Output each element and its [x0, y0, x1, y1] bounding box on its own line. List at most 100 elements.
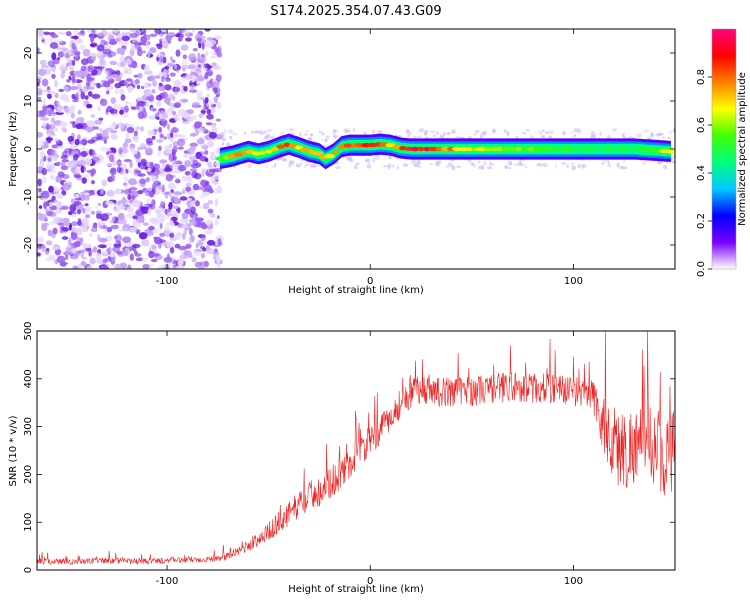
noise-speckle: [96, 66, 105, 70]
noise-speckle: [126, 127, 135, 134]
halo-speckle: [389, 164, 396, 168]
halo-speckle: [259, 131, 265, 135]
halo-speckle: [623, 135, 626, 139]
noise-speckle: [72, 35, 79, 40]
halo-speckle: [405, 128, 410, 134]
noise-speckle: [207, 200, 214, 205]
noise-speckle: [206, 109, 212, 115]
noise-speckle: [148, 191, 155, 198]
noise-speckle: [128, 178, 137, 186]
noise-speckle: [144, 82, 151, 89]
noise-speckle: [157, 266, 164, 269]
noise-speckle: [39, 150, 45, 159]
noise-speckle: [202, 247, 207, 252]
halo-speckle: [604, 159, 608, 162]
noise-speckle: [59, 72, 63, 76]
noise-speckle: [43, 201, 47, 209]
noise-speckle: [187, 237, 192, 244]
noise-speckle: [216, 215, 220, 219]
noise-speckle: [186, 147, 195, 155]
noise-speckle: [179, 196, 188, 201]
noise-speckle: [142, 222, 149, 226]
halo-speckle: [280, 132, 285, 135]
noise-speckle: [169, 233, 175, 239]
noise-speckle: [140, 158, 147, 166]
noise-speckle: [215, 168, 222, 173]
noise-speckle: [209, 223, 214, 228]
noise-speckle: [150, 171, 158, 176]
halo-speckle: [418, 128, 422, 133]
track-blob: [300, 147, 311, 153]
noise-speckle: [125, 58, 132, 65]
noise-speckle: [197, 186, 203, 191]
halo-speckle: [508, 167, 511, 170]
noise-speckle: [189, 220, 197, 226]
noise-speckle: [163, 136, 167, 140]
noise-speckle: [147, 208, 152, 216]
halo-speckle: [612, 128, 618, 132]
noise-speckle: [123, 182, 128, 187]
noise-speckle: [162, 56, 167, 64]
halo-speckle: [247, 163, 252, 169]
noise-speckle: [196, 138, 205, 145]
noise-speckle: [204, 229, 214, 235]
halo-speckle: [436, 162, 440, 167]
noise-speckle: [38, 139, 45, 147]
halo-speckle: [616, 161, 619, 167]
noise-speckle: [97, 244, 107, 249]
noise-speckle: [163, 230, 170, 237]
noise-speckle: [181, 232, 186, 240]
noise-speckle: [80, 261, 87, 267]
noise-speckle: [66, 58, 71, 62]
noise-speckle: [82, 207, 86, 214]
noise-speckle: [161, 113, 169, 119]
noise-speckle: [200, 234, 206, 241]
noise-speckle: [204, 71, 213, 77]
noise-speckle: [61, 48, 69, 56]
halo-speckle: [573, 127, 579, 133]
halo-speckle: [571, 165, 577, 171]
colorbar-axes: 0.0 0.2 0.4 0.6 0.8: [696, 69, 712, 277]
noise-speckle: [173, 91, 179, 95]
noise-speckle: [195, 200, 200, 207]
noise-speckle: [149, 162, 154, 170]
noise-speckle: [155, 94, 163, 101]
noise-speckle: [40, 68, 45, 75]
noise-speckle: [182, 54, 187, 60]
noise-speckle: [51, 67, 57, 71]
noise-speckle: [152, 80, 158, 87]
noise-speckle: [77, 220, 82, 226]
noise-speckle: [140, 239, 150, 247]
noise-speckle: [71, 150, 79, 155]
noise-speckle: [214, 200, 218, 207]
noise-speckle: [180, 251, 185, 258]
halo-speckle: [229, 135, 233, 139]
halo-speckle: [299, 132, 302, 137]
noise-speckle: [87, 29, 92, 33]
halo-speckle: [477, 161, 481, 164]
noise-speckle: [204, 97, 209, 104]
halo-speckle: [451, 131, 456, 134]
noise-speckle: [167, 133, 171, 139]
halo-speckle: [562, 131, 566, 136]
halo-speckle: [377, 130, 383, 133]
chart-title: S174.2025.354.07.43.G09: [270, 4, 441, 19]
noise-speckle: [194, 172, 202, 180]
noise-speckle: [131, 190, 139, 198]
halo-speckle: [418, 165, 421, 169]
noise-speckle: [158, 243, 162, 249]
noise-speckle: [204, 150, 209, 155]
noise-speckle: [159, 159, 168, 164]
halo-speckle: [429, 162, 433, 166]
noise-speckle: [85, 210, 91, 214]
noise-speckle: [68, 211, 73, 215]
noise-speckle: [111, 113, 119, 117]
halo-speckle: [547, 130, 554, 135]
noise-speckle: [197, 240, 204, 247]
halo-speckle: [372, 157, 376, 163]
snr-frame: [36, 330, 676, 571]
noise-speckle: [181, 175, 186, 182]
noise-speckle: [167, 63, 175, 67]
noise-speckle: [165, 241, 175, 248]
noise-speckle: [46, 86, 51, 90]
